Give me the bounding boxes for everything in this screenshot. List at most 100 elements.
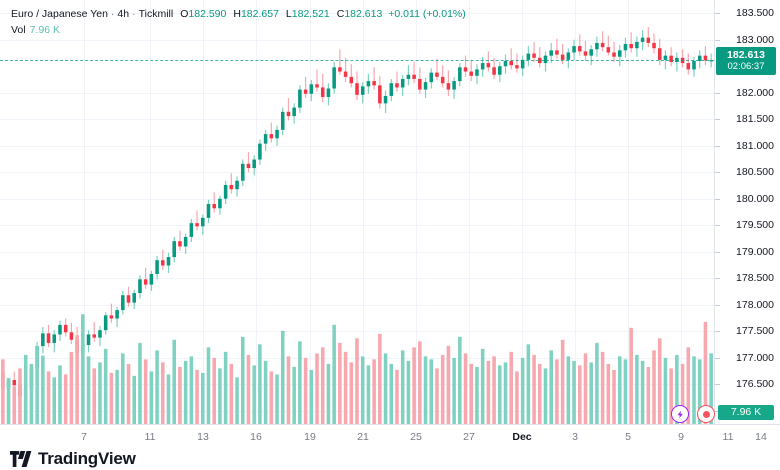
- candle-wick: [110, 303, 112, 323]
- volume-bar: [155, 350, 159, 424]
- volume-bar: [315, 353, 319, 424]
- volume-bar: [452, 357, 456, 424]
- gridline-horizontal: [0, 119, 714, 121]
- price-tick-mark: [715, 172, 720, 174]
- price-axis-tick: 179.500: [736, 219, 774, 232]
- legend-main-row: Euro / Japanese Yen · 4h · Tickmill O182…: [11, 7, 466, 21]
- record-dot-icon: [702, 410, 710, 418]
- record-button[interactable]: [697, 405, 715, 423]
- tradingview-logo[interactable]: TradingView: [10, 450, 136, 467]
- volume-bar: [652, 350, 656, 424]
- candle-body: [675, 57, 679, 63]
- volume-bar: [320, 347, 325, 424]
- legend-volume-row[interactable]: Vol 7.96 K: [11, 23, 466, 37]
- price-axis-tick: 177.000: [736, 351, 774, 364]
- chart-plot-area[interactable]: [0, 0, 714, 424]
- candle-wick: [196, 210, 198, 231]
- volume-bar: [595, 342, 599, 424]
- volume-bar: [526, 344, 531, 424]
- volume-bar: [103, 348, 108, 424]
- volume-bar: [492, 356, 496, 424]
- chart-legend[interactable]: Euro / Japanese Yen · 4h · Tickmill O182…: [11, 7, 466, 37]
- time-axis-tick: 27: [463, 431, 475, 443]
- volume-bar: [589, 362, 593, 424]
- candle-body: [178, 241, 182, 247]
- gridline-vertical: [150, 0, 151, 424]
- candle-body: [315, 84, 319, 88]
- candle-body: [98, 330, 102, 338]
- price-axis-tick: 176.500: [736, 378, 774, 391]
- candle-body: [183, 236, 188, 247]
- candle-body: [572, 46, 576, 53]
- gridline-vertical: [628, 0, 629, 424]
- volume-bar: [395, 369, 399, 424]
- candle-wick: [145, 267, 147, 289]
- volume-bar: [23, 354, 28, 424]
- candle-wick: [464, 55, 467, 77]
- close-label: C: [336, 8, 345, 20]
- high-label: H: [233, 8, 241, 20]
- volume-bar: [229, 363, 234, 424]
- gridline-horizontal: [0, 251, 714, 253]
- candle-body: [543, 55, 548, 64]
- candle-wick: [304, 76, 307, 99]
- volume-bar: [360, 356, 365, 424]
- volume-bar: [81, 314, 85, 424]
- gridline-horizontal: [0, 39, 714, 41]
- candle-wick: [213, 192, 215, 213]
- candle-body: [652, 42, 656, 49]
- current-price-line: [0, 60, 714, 62]
- volume-bar: [303, 357, 308, 424]
- candle-body: [509, 60, 513, 66]
- candle-body: [617, 50, 622, 57]
- candle-body: [132, 293, 137, 303]
- time-axis-tick: 13: [197, 431, 209, 443]
- interval-label[interactable]: 4h: [117, 8, 130, 20]
- candle-body: [378, 85, 382, 104]
- price-axis-tick: 178.000: [736, 298, 774, 311]
- symbol-name[interactable]: Euro / Japanese Yen: [11, 8, 108, 20]
- candle-body: [258, 143, 262, 160]
- time-axis[interactable]: 7 11 13 16 19 21 25 27 Dec 3 5 9 11 14: [0, 424, 780, 450]
- candle-wick: [373, 67, 375, 90]
- price-axis[interactable]: 182.613 02:06:37 7.96 K 183.500 183.000 18…: [714, 0, 780, 424]
- volume-bar: [629, 327, 633, 424]
- volume-bar: [201, 372, 205, 424]
- price-axis-tick: 178.500: [736, 272, 774, 285]
- alert-button[interactable]: [671, 405, 689, 423]
- volume-bar: [463, 353, 468, 424]
- volume-bar: [383, 353, 388, 424]
- candle-body: [606, 47, 611, 53]
- candle-body: [463, 67, 468, 72]
- candle-body: [503, 60, 508, 67]
- candle-body: [423, 82, 428, 90]
- volume-bar: [206, 347, 211, 424]
- candle-body: [480, 63, 485, 70]
- volume-bar: [543, 368, 548, 424]
- candle-body: [629, 43, 633, 49]
- record-button-circle[interactable]: [697, 405, 715, 423]
- candle-body: [577, 46, 582, 52]
- volume-bar: [355, 338, 359, 424]
- volume-bar: [366, 365, 371, 424]
- alert-button-circle[interactable]: [671, 405, 689, 423]
- volume-bar: [12, 386, 17, 424]
- volume-bar: [212, 357, 216, 424]
- price-tick-mark: [715, 304, 720, 306]
- volume-bar: [612, 369, 616, 424]
- candle-body: [63, 324, 68, 333]
- price-axis-tick: 179.000: [736, 245, 774, 258]
- current-price-badge: 182.613 02:06:37: [716, 47, 776, 76]
- candle-body: [332, 67, 336, 89]
- candle-body: [400, 78, 405, 88]
- price-tick-mark: [715, 225, 720, 227]
- candle-wick: [270, 122, 272, 143]
- volume-bar: [538, 363, 542, 424]
- volume-bar: [109, 372, 114, 424]
- candle-body: [303, 89, 308, 94]
- candle-body: [469, 71, 474, 76]
- exchange-label[interactable]: Tickmill: [138, 8, 174, 20]
- low-value: 182.521: [291, 8, 330, 20]
- candle-body: [109, 315, 114, 319]
- price-tick-mark: [715, 278, 720, 280]
